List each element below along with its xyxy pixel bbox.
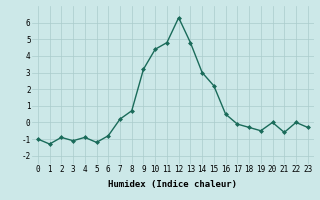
X-axis label: Humidex (Indice chaleur): Humidex (Indice chaleur) — [108, 180, 237, 189]
